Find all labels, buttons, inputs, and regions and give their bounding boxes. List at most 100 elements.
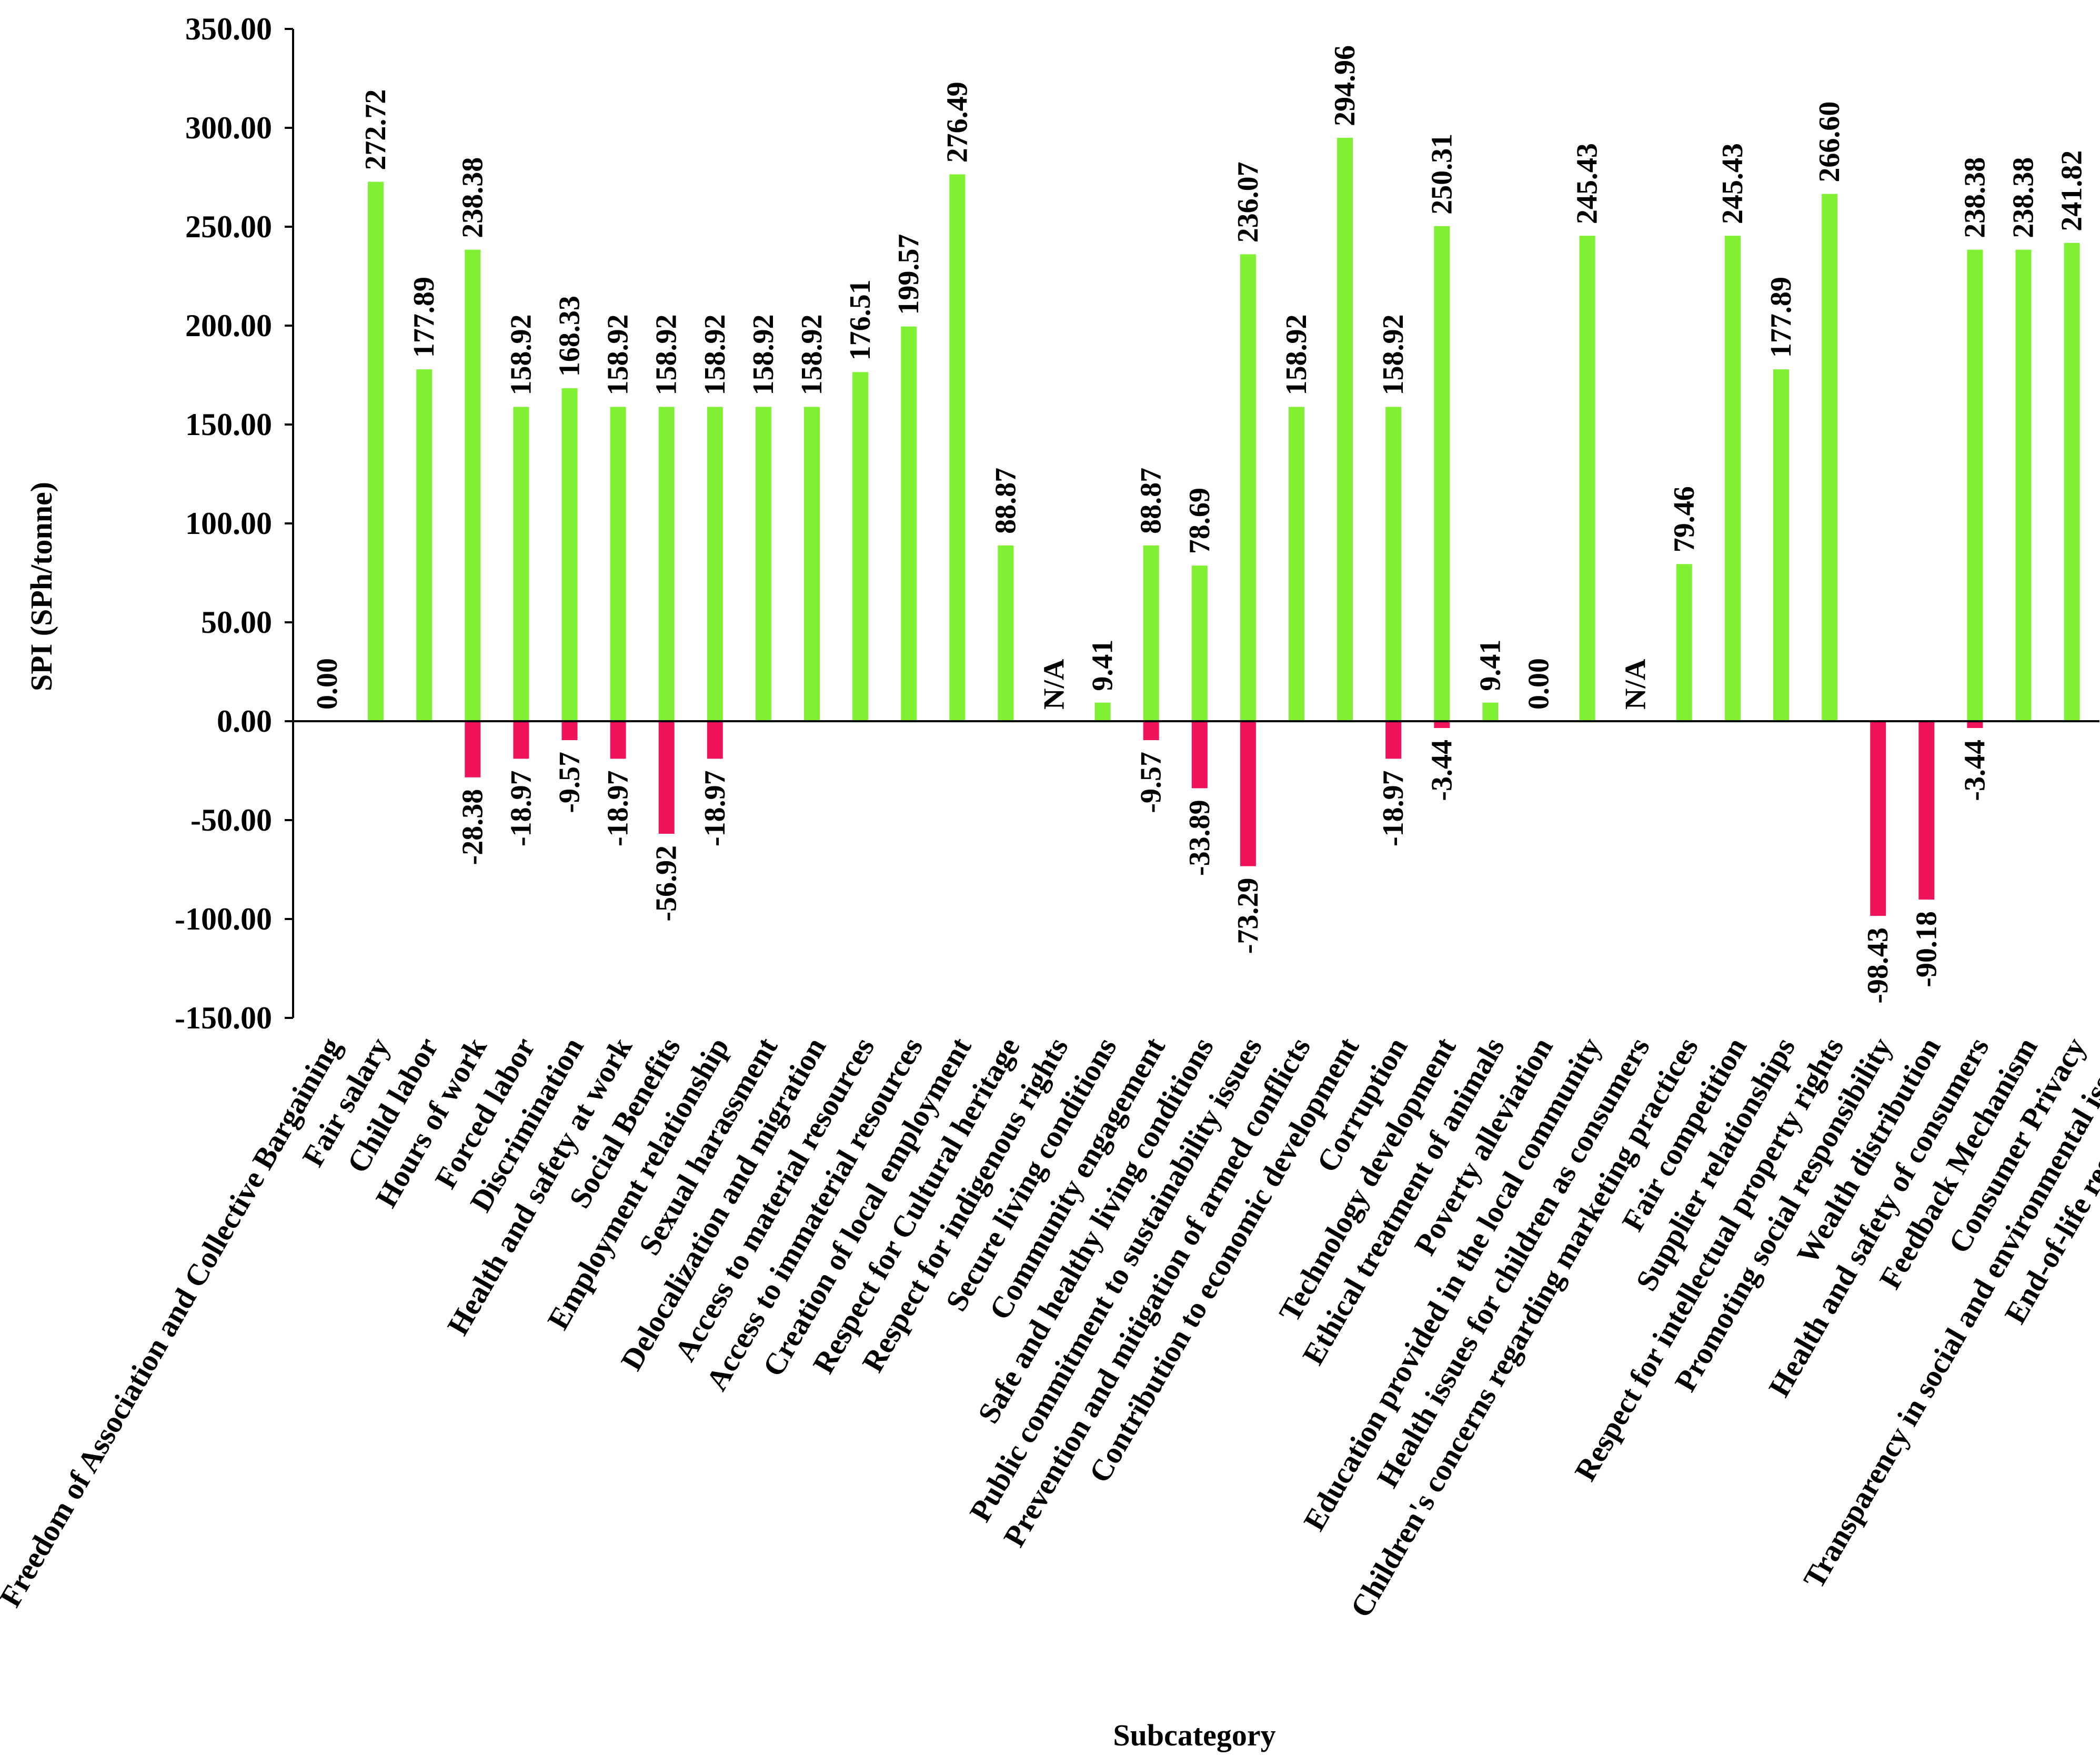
data-label-positive: 238.38: [1958, 157, 1991, 238]
bar-negative: [610, 721, 626, 759]
y-tick-label: 250.00: [185, 209, 272, 244]
bar-negative: [1967, 721, 1983, 728]
bar-positive: [658, 407, 675, 721]
bar-positive: [1967, 249, 1983, 722]
bar-negative: [561, 721, 578, 740]
data-label-positive: 272.72: [359, 89, 392, 170]
data-label-positive: 79.46: [1668, 486, 1701, 552]
y-tick-label: -100.00: [175, 902, 272, 936]
data-label-positive: 0.00: [1523, 658, 1555, 710]
bar-negative: [1870, 721, 1886, 916]
data-label-negative: -3.44: [1425, 740, 1458, 801]
data-label-negative: -73.29: [1232, 878, 1264, 954]
data-label-positive: 88.87: [1135, 468, 1168, 534]
bar-positive: [755, 407, 771, 721]
y-tick-label: 300.00: [185, 110, 272, 145]
bar-positive: [513, 407, 529, 721]
bars-layer: [368, 137, 2080, 916]
bar-positive: [1240, 254, 1256, 721]
data-label-positive: 9.41: [1474, 640, 1506, 691]
bar-positive: [1143, 545, 1159, 721]
data-label-positive: 88.87: [989, 468, 1022, 534]
x-tick-label: Freedom of Association and Collective Ba…: [0, 1032, 348, 1612]
data-label-negative: -18.97: [1377, 770, 1410, 846]
data-label-negative: -3.44: [1958, 740, 1991, 801]
data-label-positive: 177.89: [1765, 277, 1797, 358]
y-tick-label: -50.00: [190, 803, 272, 837]
bar-positive: [1822, 194, 1838, 722]
data-label-negative: -90.18: [1910, 911, 1943, 987]
bar-positive: [707, 407, 723, 721]
bar-negative: [1434, 721, 1450, 728]
bar-negative: [658, 721, 675, 834]
x-axis-title: Subcategory: [1113, 1718, 1275, 1752]
bar-positive: [1385, 407, 1402, 721]
bar-positive: [416, 369, 433, 721]
data-label-positive: 158.92: [1280, 314, 1313, 395]
data-label-positive: 245.43: [1716, 143, 1749, 224]
bar-positive: [1579, 236, 1595, 721]
y-tick-label: 100.00: [185, 506, 272, 541]
data-label-negative: -98.43: [1862, 927, 1894, 1004]
data-label-negative: -56.92: [650, 845, 683, 922]
data-label-positive: 294.96: [1329, 45, 1361, 126]
y-tick-label: 50.00: [201, 605, 272, 640]
x-axis-tick-labels: Freedom of Association and Collective Ba…: [0, 1031, 2100, 1623]
data-label-positive: 158.92: [699, 314, 731, 395]
data-label-positive: 245.43: [1571, 143, 1604, 224]
data-label-negative: -18.97: [699, 770, 731, 846]
y-tick-label: 350.00: [185, 12, 272, 46]
bar-negative: [1240, 721, 1256, 866]
bar-positive: [901, 326, 917, 721]
bar-positive: [2064, 243, 2080, 721]
bar-positive: [1482, 702, 1499, 721]
bar-positive: [804, 407, 820, 721]
bar-positive: [368, 181, 384, 722]
bar-positive: [1434, 226, 1450, 721]
data-label-negative: -18.97: [602, 770, 635, 846]
bar-positive: [1191, 566, 1208, 721]
data-label-positive: 276.49: [941, 82, 973, 163]
bar-positive: [852, 372, 869, 721]
data-labels-layer: 0.00 272.72 177.89 238.38 158.92 168.33 158.92…: [311, 45, 2088, 1004]
data-label-positive: 158.92: [1377, 314, 1410, 395]
data-label-negative: -9.57: [1135, 752, 1168, 813]
bar-positive: [465, 249, 481, 722]
bar-negative: [1918, 721, 1935, 900]
data-label-positive: N/A: [1038, 659, 1071, 710]
bar-negative: [513, 721, 529, 759]
bar-negative: [1385, 721, 1402, 759]
data-label-negative: -18.97: [505, 770, 537, 846]
bar-negative: [707, 721, 723, 759]
data-label-positive: 238.38: [2007, 157, 2040, 238]
data-label-positive: N/A: [1620, 659, 1652, 710]
data-label-positive: 241.82: [2056, 150, 2088, 231]
data-label-positive: 168.33: [554, 296, 586, 377]
data-label-negative: -9.57: [554, 752, 586, 813]
data-label-negative: -33.89: [1183, 800, 1216, 876]
bar-positive: [610, 407, 626, 721]
bar-positive: [1773, 369, 1789, 721]
bar-positive: [998, 545, 1014, 721]
bar-negative: [1191, 721, 1208, 789]
bar-positive: [1289, 407, 1304, 721]
y-tick-label: 150.00: [185, 407, 272, 442]
data-label-positive: 158.92: [747, 314, 780, 395]
data-label-positive: 266.60: [1813, 102, 1846, 183]
y-tick-label: -150.00: [175, 1001, 272, 1035]
bar-negative: [1143, 721, 1159, 740]
data-label-positive: 236.07: [1232, 161, 1264, 243]
data-label-positive: 158.92: [602, 314, 635, 395]
y-axis-ticks: 350.00 300.00 250.00 200.00 150.00 100.00 50.0…: [175, 12, 293, 1035]
data-label-positive: 9.41: [1087, 640, 1119, 691]
bar-positive: [1724, 236, 1741, 721]
bar-positive: [561, 388, 578, 721]
data-label-positive: 177.89: [408, 277, 440, 358]
bar-positive: [1094, 702, 1111, 721]
y-tick-label: 200.00: [185, 308, 272, 343]
data-label-positive: 0.00: [311, 658, 344, 710]
data-label-negative: -28.38: [456, 789, 489, 865]
data-label-positive: 250.31: [1425, 134, 1458, 215]
bar-positive: [2015, 249, 2032, 722]
